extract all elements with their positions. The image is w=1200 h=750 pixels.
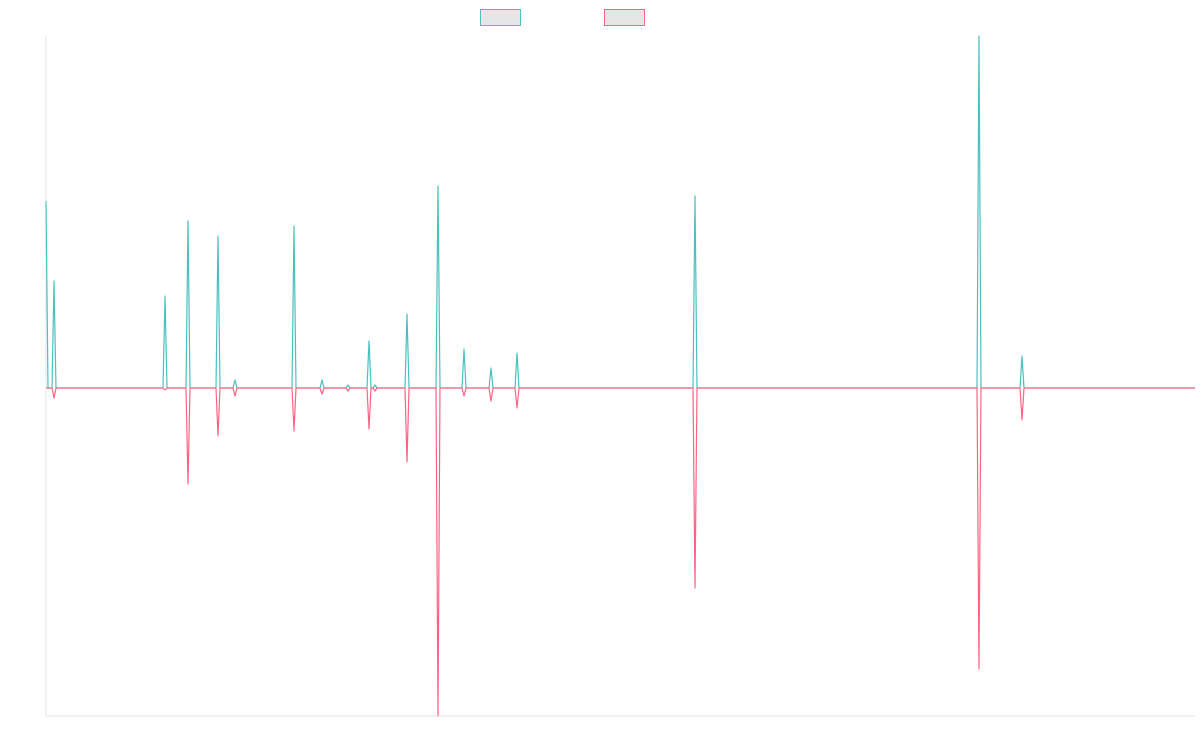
legend[interactable] bbox=[480, 9, 645, 26]
series-line-2 bbox=[46, 387, 1195, 717]
axes bbox=[45, 36, 1195, 717]
legend-swatch-2[interactable] bbox=[604, 9, 645, 26]
series-line-1 bbox=[45, 35, 1195, 389]
plot-area bbox=[45, 35, 1195, 717]
legend-swatch-1[interactable] bbox=[480, 9, 521, 26]
